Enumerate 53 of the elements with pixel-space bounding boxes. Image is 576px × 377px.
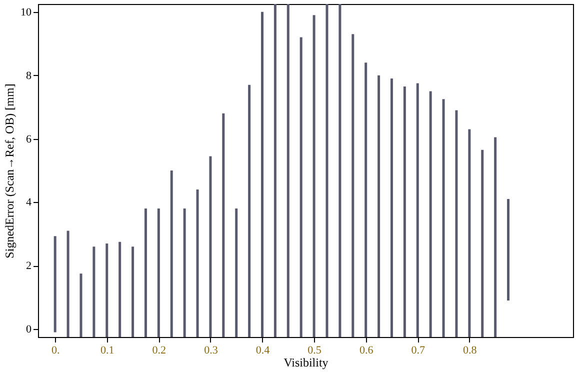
bar	[286, 4, 290, 337]
x-tick-label: 0.6	[359, 344, 374, 356]
bar	[54, 236, 56, 332]
bar	[429, 91, 432, 337]
bar	[144, 208, 147, 337]
x-tick-label: 0.5	[308, 344, 322, 356]
bar	[468, 129, 471, 337]
bar	[481, 150, 484, 337]
x-axis-title: Visibility	[284, 356, 328, 370]
x-tick-label: 0.7	[411, 344, 426, 356]
y-tick-label: 2	[26, 260, 32, 272]
bar	[494, 137, 497, 337]
y-tick-label: 0	[26, 324, 32, 336]
bar	[326, 4, 328, 337]
x-tick-label: 0.8	[463, 344, 478, 356]
bar	[92, 246, 96, 337]
y-tick-label: 10	[20, 6, 32, 18]
bar	[183, 208, 186, 337]
bar	[170, 170, 173, 337]
y-tick-label: 6	[26, 133, 32, 146]
bar	[300, 37, 302, 337]
bar	[235, 208, 238, 337]
bar	[196, 190, 199, 337]
y-axis-title: SignedError (Scan→Ref, OB) [mm]	[2, 84, 16, 258]
bar	[416, 83, 419, 337]
bar	[248, 84, 251, 337]
bar	[157, 208, 160, 337]
bar	[66, 230, 70, 337]
x-tick-label: 0.3	[204, 344, 218, 356]
x-tick-label: 0.1	[100, 344, 114, 356]
y-tick-label: 8	[26, 70, 32, 82]
bar	[312, 15, 316, 337]
bar	[442, 99, 445, 337]
bar	[261, 12, 264, 337]
x-tick-label: 0.	[51, 344, 60, 356]
bar	[403, 86, 406, 337]
bar	[352, 34, 354, 337]
bar	[274, 4, 276, 337]
bar	[118, 242, 122, 337]
bar	[378, 75, 380, 337]
y-tick-label: 4	[26, 196, 32, 209]
bar	[222, 113, 225, 337]
bar	[390, 78, 393, 337]
bar	[507, 199, 510, 301]
bar	[106, 243, 108, 337]
bar	[209, 156, 212, 337]
bar	[132, 246, 134, 337]
bar	[338, 4, 342, 337]
bar	[364, 62, 368, 337]
bar	[80, 274, 82, 337]
x-tick-label: 0.2	[152, 344, 166, 356]
x-tick-label: 0.4	[256, 344, 270, 356]
bar	[455, 110, 458, 337]
